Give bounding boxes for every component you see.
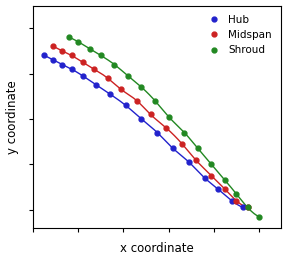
Shroud [223, 179, 227, 182]
Midspan [149, 113, 152, 116]
Hub [61, 63, 64, 66]
Hub [216, 188, 220, 191]
Line: Hub: Hub [42, 53, 245, 210]
Midspan [106, 76, 109, 80]
Shroud [153, 99, 157, 102]
Shroud [77, 40, 80, 43]
Midspan [81, 61, 85, 64]
Midspan [92, 68, 96, 71]
Hub [52, 58, 55, 62]
Shroud [140, 86, 143, 89]
Shroud [99, 54, 102, 57]
Hub [95, 83, 98, 86]
Midspan [181, 142, 184, 145]
Midspan [194, 158, 197, 161]
Midspan [61, 49, 64, 52]
Hub [81, 74, 85, 78]
Hub [43, 54, 46, 57]
Hub [140, 117, 143, 121]
Line: Midspan: Midspan [51, 44, 250, 210]
Shroud [196, 147, 200, 150]
Midspan [210, 174, 213, 177]
Legend: Hub, Midspan, Shroud: Hub, Midspan, Shroud [203, 11, 276, 60]
Hub [203, 176, 206, 180]
Midspan [165, 127, 168, 130]
Midspan [52, 45, 55, 48]
Y-axis label: y coordinate: y coordinate [5, 80, 19, 153]
Shroud [246, 206, 249, 209]
Shroud [126, 74, 130, 78]
Shroud [210, 163, 213, 166]
Hub [187, 161, 191, 164]
Midspan [70, 54, 73, 57]
Hub [108, 92, 112, 96]
Hub [156, 131, 159, 134]
Shroud [183, 131, 186, 134]
Hub [241, 206, 245, 209]
Shroud [67, 36, 71, 39]
Shroud [88, 47, 91, 50]
Midspan [119, 88, 123, 91]
Line: Shroud: Shroud [67, 35, 261, 219]
Midspan [246, 206, 249, 209]
Hub [230, 199, 234, 202]
Midspan [234, 199, 238, 202]
Shroud [113, 63, 116, 66]
Hub [171, 147, 175, 150]
Shroud [167, 115, 170, 118]
X-axis label: x coordinate: x coordinate [121, 242, 194, 256]
Shroud [234, 192, 238, 195]
Midspan [135, 99, 139, 102]
Midspan [223, 188, 227, 191]
Hub [70, 68, 73, 71]
Shroud [257, 215, 261, 218]
Hub [124, 104, 127, 107]
